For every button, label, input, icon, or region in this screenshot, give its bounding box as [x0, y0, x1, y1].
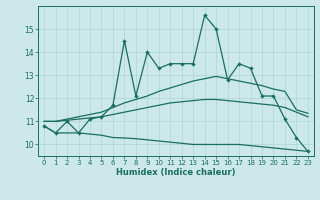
X-axis label: Humidex (Indice chaleur): Humidex (Indice chaleur): [116, 168, 236, 177]
